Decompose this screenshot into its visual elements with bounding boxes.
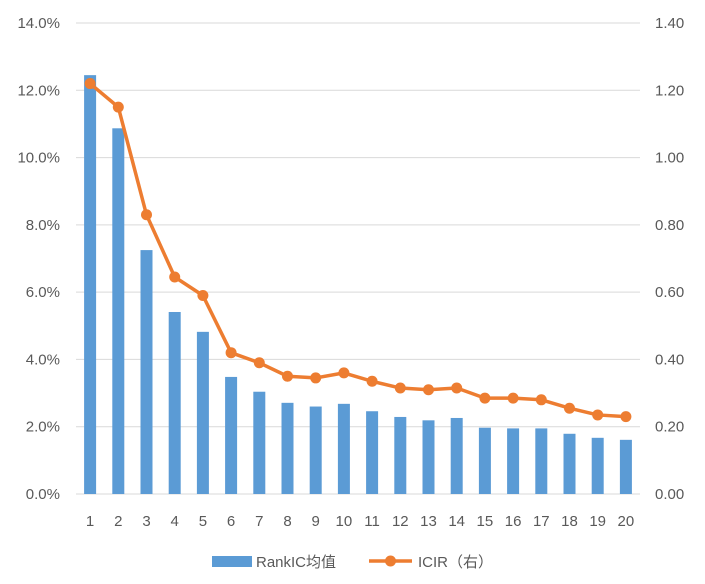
x-axis-tick-label: 14 [448, 513, 465, 530]
rankic-bar [168, 311, 181, 494]
rankic-bar [591, 437, 604, 494]
x-axis-tick-label: 5 [199, 513, 207, 530]
x-axis-tick-label: 19 [589, 513, 606, 530]
right-axis-tick-label: 1.40 [655, 15, 684, 32]
icir-point [394, 382, 406, 394]
rankic-bar [253, 391, 266, 494]
icir-point [112, 101, 124, 113]
x-axis-tick-label: 15 [477, 513, 494, 530]
legend: RankIC均值 ICIR（右） [212, 554, 493, 571]
icir-point [366, 375, 378, 387]
icir-point [253, 357, 265, 369]
rankic-bar [366, 411, 379, 494]
legend-bar-swatch [212, 556, 252, 567]
icir-line [84, 78, 632, 423]
rankic-bar [140, 250, 153, 494]
rankic-bar [478, 427, 491, 494]
right-axis-tick-label: 0.20 [655, 419, 684, 436]
x-axis-tick-label: 18 [561, 513, 578, 530]
left-axis-tick-label: 14.0% [17, 15, 60, 32]
icir-point [451, 382, 463, 394]
icir-point [564, 402, 575, 414]
legend-line-marker [385, 555, 396, 567]
gridlines [76, 22, 640, 495]
x-axis-tick-label: 9 [312, 513, 320, 530]
left-axis-tick-label: 8.0% [26, 217, 60, 234]
x-axis-tick-label: 6 [227, 513, 235, 530]
rankic-bar [309, 406, 322, 494]
x-axis-tick-label: 4 [171, 513, 179, 530]
icir-point [592, 409, 604, 421]
rankic-bars [84, 75, 632, 495]
x-axis-tick-label: 8 [283, 513, 291, 530]
left-axis-tick-label: 0.0% [26, 486, 60, 503]
icir-point [141, 209, 152, 221]
right-axis-ticks: 0.00 0.20 0.40 0.60 0.80 1.00 1.20 1.40 [655, 15, 684, 503]
left-axis-ticks: 0.0% 2.0% 4.0% 6.0% 8.0% 10.0% 12.0% 14.0% [17, 15, 60, 503]
left-axis-tick-label: 10.0% [17, 150, 60, 167]
right-axis-tick-label: 0.40 [655, 351, 684, 368]
rankic-bar [281, 402, 294, 494]
rankic-bar [535, 428, 548, 494]
rankic-bar [563, 433, 576, 494]
legend-label-icir: ICIR（右） [418, 554, 493, 571]
x-axis-tick-label: 11 [364, 513, 380, 530]
x-axis-tick-label: 20 [618, 513, 635, 530]
icir-point [310, 372, 322, 384]
right-axis-tick-label: 1.00 [655, 150, 684, 167]
left-axis-tick-label: 4.0% [26, 351, 60, 368]
x-axis-tick-label: 3 [142, 513, 150, 530]
right-axis-tick-label: 0.00 [655, 486, 684, 503]
icir-point [479, 392, 491, 404]
icir-point [197, 290, 209, 302]
icir-point [169, 271, 181, 283]
icir-point [282, 370, 293, 382]
x-axis-tick-label: 16 [505, 513, 522, 530]
rankic-bar [112, 128, 125, 495]
rankic-bar [619, 439, 632, 494]
legend-label-rankic: RankIC均值 [256, 554, 336, 571]
icir-point [225, 347, 237, 359]
x-axis-tick-label: 12 [392, 513, 409, 530]
icir-point [535, 394, 547, 406]
rankic-bar [422, 420, 435, 494]
icir-point [620, 411, 632, 423]
x-axis-ticks: 1 2 3 4 5 6 7 8 9 10 11 12 13 14 15 16 17 18 19 20 [86, 513, 634, 530]
icir-point [423, 384, 434, 396]
x-axis-tick-label: 1 [86, 513, 94, 530]
x-axis-tick-label: 2 [114, 513, 122, 530]
icir-point [338, 367, 350, 379]
left-axis-tick-label: 6.0% [26, 284, 60, 301]
rankic-bar [196, 331, 209, 494]
x-axis-tick-label: 10 [336, 513, 353, 530]
right-axis-tick-label: 0.80 [655, 217, 684, 234]
x-axis-tick-label: 7 [255, 513, 263, 530]
left-axis-tick-label: 2.0% [26, 419, 60, 436]
right-axis-tick-label: 0.60 [655, 284, 684, 301]
rankic-bar [337, 403, 350, 494]
rankic-bar [450, 417, 463, 494]
left-axis-tick-label: 12.0% [17, 82, 60, 99]
x-axis-tick-label: 13 [420, 513, 437, 530]
rankic-bar [84, 75, 97, 495]
rankic-bar [225, 376, 238, 494]
right-axis-tick-label: 1.20 [655, 82, 684, 99]
rankic-bar [507, 428, 520, 494]
icir-point [507, 392, 519, 404]
icir-point [84, 78, 96, 90]
x-axis-tick-label: 17 [533, 513, 550, 530]
rankic-bar [394, 416, 407, 494]
